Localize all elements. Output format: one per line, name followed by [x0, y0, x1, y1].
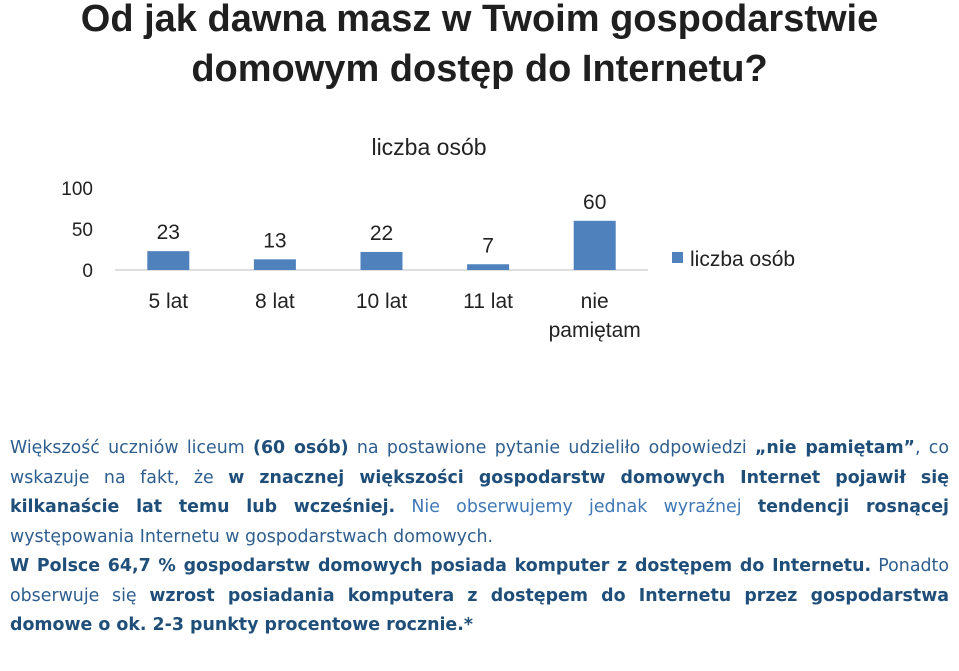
title-line-1: Od jak dawna masz w Twoim gospodarstwie — [80, 0, 879, 40]
bar — [573, 220, 616, 270]
data-label: 7 — [482, 234, 494, 257]
y-tick-label: 100 — [61, 179, 93, 200]
bar-chart: liczba osób 0 50 100 23 13 22 7 60 5 lat 8 lat 1… — [61, 134, 795, 342]
text-bold: w znacznej większości gospodarstw domowy… — [10, 467, 950, 518]
legend-swatch — [672, 252, 683, 263]
summary-paragraph-1: Większość uczniów liceum (60 osób) na po… — [10, 434, 949, 552]
x-tick-label: nie pamiętam — [549, 290, 641, 342]
legend-label: liczba osób — [690, 248, 795, 271]
text-span: Większość uczniów liceum — [10, 438, 253, 458]
text-span: Ponadto obserwuje się — [10, 556, 949, 606]
bar — [360, 251, 403, 270]
text-span: , co wskazuje na fakt, że — [10, 438, 949, 488]
y-tick-label: 0 — [82, 261, 93, 282]
text-span: Nie obserwujemy jednak wyraźnej — [395, 497, 758, 517]
bar — [147, 251, 190, 270]
x-tick-label: 11 lat — [463, 290, 513, 313]
summary-panel: Większość uczniów liceum (60 osób) na po… — [0, 412, 959, 671]
bar — [253, 259, 296, 270]
summary-paragraph-2: W Polsce 64,7 % gospodarstw domowych pos… — [10, 552, 949, 641]
data-label: 60 — [583, 191, 606, 214]
text-bold: tendencji rosnącej — [757, 497, 949, 517]
data-label: 13 — [263, 229, 286, 252]
data-label: 22 — [370, 222, 393, 245]
text-span: występowania Internetu w gospodarstwach … — [10, 526, 494, 547]
title-line-2: domowym dostęp do Internetu? — [191, 48, 768, 90]
y-tick-label: 50 — [72, 220, 93, 241]
text-bold: W Polsce 64,7 % gospodarstw domowych pos… — [10, 556, 872, 576]
x-tick-label: 10 lat — [356, 290, 408, 313]
page-title: Od jak dawna masz w Twoim gospodarstwie … — [0, 0, 959, 94]
text-bold: (60 osób) — [253, 438, 349, 458]
text-span: na postawione pytanie udzieliło odpowied… — [348, 438, 755, 458]
x-tick-label: 5 lat — [148, 290, 188, 313]
bar — [467, 264, 510, 270]
data-label: 23 — [157, 221, 180, 244]
text-bold: wzrost posiadania komputera z dostępem d… — [10, 585, 949, 636]
x-tick-label: 8 lat — [255, 290, 295, 313]
text-bold: „nie pamiętam” — [754, 438, 915, 458]
chart-title: liczba osób — [371, 134, 486, 160]
